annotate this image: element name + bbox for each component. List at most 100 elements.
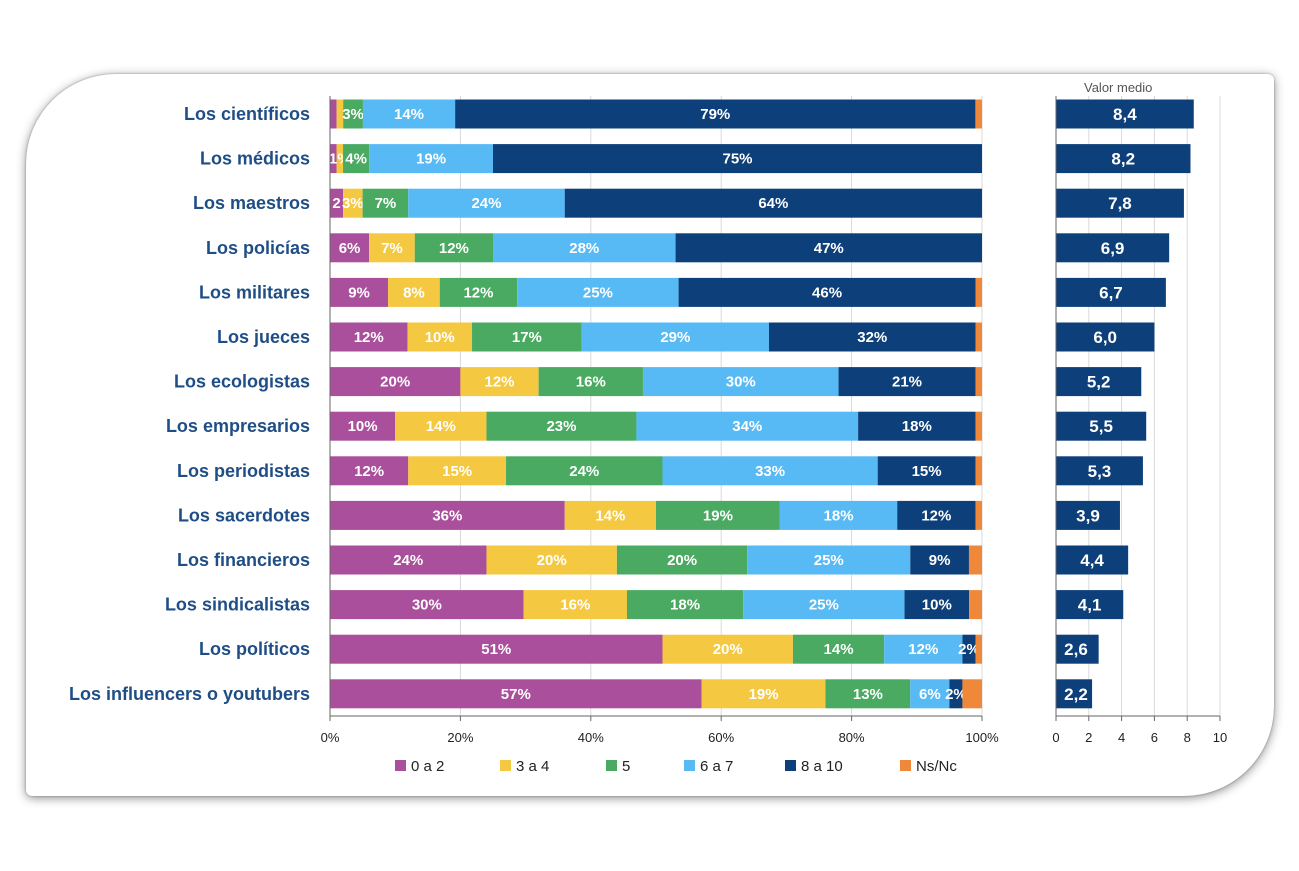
avg-bar-los-medicos xyxy=(1056,144,1191,174)
bar-los-empresarios-3-a-4 xyxy=(395,411,487,441)
bar-los-sacerdotes-ns-nc xyxy=(975,500,982,530)
data-label: 19% xyxy=(416,151,446,168)
avg-value-label: 2,2 xyxy=(1064,685,1088,704)
category-label: Los políticos xyxy=(199,639,310,659)
bar-los-medicos-8-a-10 xyxy=(493,144,982,174)
avg-value-label: 8,2 xyxy=(1111,150,1135,169)
category-label: Los ecologistas xyxy=(174,372,310,392)
bar-los-medicos-3-a-4 xyxy=(336,144,344,174)
data-label: 79% xyxy=(700,106,730,123)
bar-los-maestros-0-a-2 xyxy=(330,188,344,218)
x-tick-label: 40% xyxy=(578,730,604,745)
bar-los-periodistas-5 xyxy=(506,456,663,486)
bar-los-militares-ns-nc xyxy=(975,277,982,307)
avg-bar-los-policias xyxy=(1056,233,1170,263)
data-label: 9% xyxy=(348,284,370,301)
data-label: 20% xyxy=(667,552,697,569)
avg-value-label: 4,1 xyxy=(1078,596,1102,615)
bar-los-jueces-8-a-10 xyxy=(768,322,976,352)
avg-value-label: 5,5 xyxy=(1089,417,1113,436)
data-label: 20% xyxy=(713,641,743,658)
bar-los-financieros-ns-nc xyxy=(968,545,982,575)
legend-label: 5 xyxy=(622,758,630,775)
data-label: 18% xyxy=(824,507,854,524)
data-label: 20% xyxy=(380,374,410,391)
bar-los-militares-3-a-4 xyxy=(388,277,440,307)
data-label: 24% xyxy=(569,463,599,480)
data-label: 12% xyxy=(463,284,493,301)
x-tick-label: 0% xyxy=(321,730,340,745)
bar-los-cientificos-6-a-7 xyxy=(362,99,456,129)
x-tick-label: 100% xyxy=(965,730,999,745)
data-label: 28% xyxy=(569,240,599,257)
category-label: Los empresarios xyxy=(166,416,310,436)
data-label: 75% xyxy=(722,151,752,168)
bar-los-empresarios-ns-nc xyxy=(975,411,982,441)
bar-los-cientificos-3-a-4 xyxy=(336,99,344,129)
legend-swatch-5 xyxy=(606,760,617,771)
data-label: 64% xyxy=(758,195,788,212)
bar-los-politicos-8-a-10 xyxy=(962,634,976,664)
bar-los-sindicalistas-8-a-10 xyxy=(904,590,970,620)
avg-value-label: 6,7 xyxy=(1099,283,1123,302)
bar-los-medicos-5 xyxy=(343,144,370,174)
bar-los-jueces-0-a-2 xyxy=(330,322,408,352)
avg-value-label: 5,3 xyxy=(1088,462,1112,481)
legend-label: 8 a 10 xyxy=(801,758,843,775)
data-label: 24% xyxy=(393,552,423,569)
legend-label: Ns/Nc xyxy=(916,758,957,775)
avg-bar-los-sindicalistas xyxy=(1056,590,1124,620)
bar-los-empresarios-6-a-7 xyxy=(636,411,859,441)
bar-los-policias-3-a-4 xyxy=(369,233,415,263)
data-label: 2% xyxy=(945,686,967,703)
bar-los-cientificos-ns-nc xyxy=(975,99,982,129)
category-label: Los periodistas xyxy=(177,461,310,481)
data-label: 9% xyxy=(929,552,951,569)
bar-los-politicos-3-a-4 xyxy=(662,634,793,664)
data-label: 21% xyxy=(892,374,922,391)
data-label: 14% xyxy=(426,418,456,435)
legend-swatch-ns-nc xyxy=(900,760,911,771)
bar-los-policias-5 xyxy=(414,233,493,263)
bar-los-sindicalistas-3-a-4 xyxy=(523,590,627,620)
bar-los-periodistas-3-a-4 xyxy=(408,456,507,486)
bar-los-ecologistas-ns-nc xyxy=(975,367,982,397)
avg-value-label: 7,8 xyxy=(1108,194,1132,213)
data-label: 19% xyxy=(703,507,733,524)
category-label: Los influencers o youtubers xyxy=(69,684,310,704)
data-label: 23% xyxy=(546,418,576,435)
avg-bar-los-jueces xyxy=(1056,322,1155,352)
bar-los-ecologistas-6-a-7 xyxy=(642,367,839,397)
bar-los-ecologistas-8-a-10 xyxy=(838,367,976,397)
avg-bar-los-politicos xyxy=(1056,634,1099,664)
bar-los-periodistas-8-a-10 xyxy=(877,456,976,486)
avg-bar-los-financieros xyxy=(1056,545,1129,575)
avg-bar-los-maestros xyxy=(1056,188,1184,218)
bar-los-periodistas-ns-nc xyxy=(975,456,982,486)
data-label: 14% xyxy=(824,641,854,658)
data-label: 16% xyxy=(560,597,590,614)
data-label: 7% xyxy=(381,240,403,257)
legend-label: 6 a 7 xyxy=(700,758,733,775)
bar-los-jueces-3-a-4 xyxy=(407,322,473,352)
data-label: 46% xyxy=(812,284,842,301)
bar-los-policias-6-a-7 xyxy=(493,233,676,263)
category-label: Los jueces xyxy=(217,327,310,347)
data-label: 20% xyxy=(537,552,567,569)
bar-los-financieros-5 xyxy=(616,545,748,575)
data-label: 10% xyxy=(348,418,378,435)
avg-x-tick-label: 10 xyxy=(1213,730,1227,745)
bar-los-empresarios-0-a-2 xyxy=(330,411,396,441)
bar-los-policias-8-a-10 xyxy=(675,233,982,263)
bar-los-militares-5 xyxy=(439,277,518,307)
bar-los-maestros-3-a-4 xyxy=(343,188,363,218)
bar-los-influencers-o-youtubers-5 xyxy=(825,679,911,709)
avg-bar-los-influencers-o-youtubers xyxy=(1056,679,1093,709)
avg-x-tick-label: 6 xyxy=(1151,730,1158,745)
legend-label: 0 a 2 xyxy=(411,758,444,775)
data-label: 30% xyxy=(412,597,442,614)
bar-los-cientificos-5 xyxy=(343,99,363,129)
data-label: 18% xyxy=(670,597,700,614)
avg-bar-los-cientificos xyxy=(1056,99,1194,129)
bar-los-militares-6-a-7 xyxy=(517,277,679,307)
